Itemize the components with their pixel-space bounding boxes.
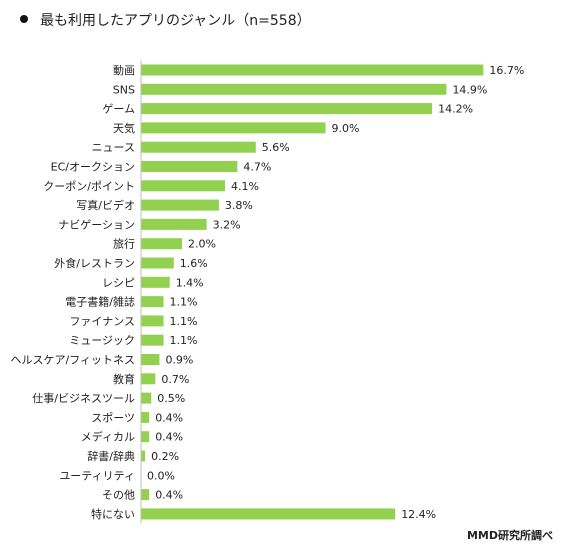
value-label: 1.1% xyxy=(170,296,198,309)
bar xyxy=(141,276,170,288)
value-label: 4.7% xyxy=(243,161,271,174)
value-label: 16.7% xyxy=(489,64,524,77)
bar xyxy=(141,83,447,95)
bullet-icon xyxy=(20,15,28,23)
value-labels: 16.7%14.9% 14.2% 9.0% 5.6% 4.7% 4.1% 3.8% 3.2% 2… xyxy=(147,64,524,521)
bar xyxy=(141,199,219,211)
value-label: 5.6% xyxy=(262,141,290,154)
bar xyxy=(141,373,156,385)
category-label: 天気 xyxy=(113,121,135,135)
value-label: 3.2% xyxy=(213,218,241,231)
category-label: ファイナンス xyxy=(69,315,135,328)
bar xyxy=(141,334,164,346)
bar xyxy=(141,392,152,404)
category-label: 教育 xyxy=(113,372,135,386)
category-label: 辞書/辞典 xyxy=(87,449,135,463)
bar xyxy=(141,257,174,269)
bar xyxy=(141,315,164,327)
category-label: ゲーム xyxy=(102,103,135,116)
category-label: 外食/レストラン xyxy=(54,256,135,270)
category-label: メディカル xyxy=(81,430,135,444)
value-label: 0.2% xyxy=(151,450,179,463)
value-label: 0.9% xyxy=(165,354,193,367)
category-label: ニュース xyxy=(92,141,135,154)
bar xyxy=(141,354,160,365)
chart-title: 最も利用したアプリのジャンル（n=558） xyxy=(20,10,311,30)
bar xyxy=(141,489,150,501)
value-label: 9.0% xyxy=(332,122,360,135)
value-label: 1.1% xyxy=(170,315,198,328)
bar xyxy=(141,238,182,250)
value-label: 4.1% xyxy=(231,180,259,193)
bar xyxy=(141,103,433,115)
bar xyxy=(141,141,256,153)
category-label: 仕事/ビジネスツール xyxy=(32,392,135,405)
bar xyxy=(141,450,146,462)
value-label: 0.4% xyxy=(155,411,183,424)
value-label: 14.2% xyxy=(438,103,473,116)
value-label: 0.4% xyxy=(155,431,183,444)
bar xyxy=(141,296,164,308)
category-label: その他 xyxy=(102,489,135,502)
value-label: 14.9% xyxy=(452,83,487,96)
value-label: 2.0% xyxy=(188,238,216,251)
category-label: EC/オークション xyxy=(51,161,135,174)
category-label: クーポン/ポイント xyxy=(43,180,135,193)
category-label: ミュージック xyxy=(69,334,135,347)
value-label: 0.0% xyxy=(147,469,175,482)
bars xyxy=(141,64,484,520)
category-label: ナビゲーション xyxy=(58,218,135,231)
bar xyxy=(141,431,150,443)
bar xyxy=(141,161,238,172)
bar xyxy=(141,180,226,192)
bar xyxy=(141,411,150,423)
bar xyxy=(141,64,484,76)
value-label: 12.4% xyxy=(401,508,436,521)
chart-title-text: 最も利用したアプリのジャンル（n=558） xyxy=(40,13,311,29)
category-label: ヘルスケア/フィットネス xyxy=(11,354,136,367)
bar xyxy=(141,508,396,520)
category-label: 特にない xyxy=(91,507,135,521)
value-label: 1.6% xyxy=(180,257,208,270)
bar xyxy=(141,218,207,230)
category-label: レシピ xyxy=(102,276,135,289)
category-label: ユーティリティ xyxy=(59,469,135,482)
value-label: 1.1% xyxy=(170,334,198,347)
value-label: 1.4% xyxy=(176,276,204,289)
category-label: 旅行 xyxy=(113,237,135,251)
value-label: 3.8% xyxy=(225,199,253,212)
category-label: SNS xyxy=(113,83,135,96)
value-label: 0.5% xyxy=(157,392,185,405)
value-label: 0.7% xyxy=(161,373,189,386)
value-label: 0.4% xyxy=(155,489,183,502)
category-label: スポーツ xyxy=(91,411,135,424)
source-note: MMD研究所調べ xyxy=(466,529,553,542)
bar xyxy=(141,122,326,134)
category-label: 電子書籍/雑誌 xyxy=(65,295,135,309)
category-label: 写真/ビデオ xyxy=(76,198,135,212)
category-label: 動画 xyxy=(113,63,135,77)
